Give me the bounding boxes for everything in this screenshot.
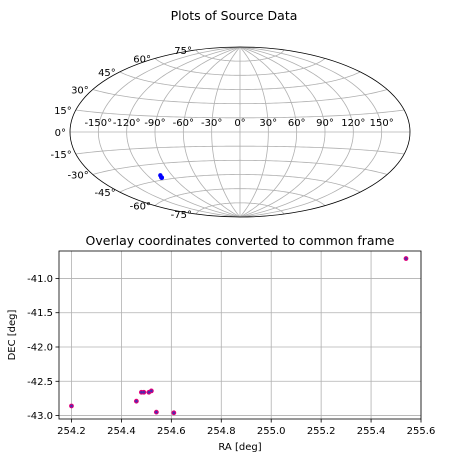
radec-axes-frame [58,250,422,420]
sky-lon-tick-label: -90° [144,118,165,129]
radec-plot-title: Overlay coordinates converted to common … [86,233,395,248]
aitoff-sky-plot: Plots of Source Data -150° -120° -90° -60° -… [50,8,411,221]
sky-parallel [119,174,361,193]
radec-x-axis-label: RA [deg] [218,442,261,453]
sky-lon-tick-label: 120° [341,118,365,129]
radec-x-tick-label: 255.2 [307,426,336,437]
sky-parallel [75,109,405,119]
radec-scatter-plot: Overlay coordinates converted to common … [7,233,435,453]
sky-lat-tick-label: 75° [174,46,192,57]
radec-point [70,404,73,408]
sky-lon-tick-label: 30° [259,118,277,129]
sky-lat-tick-label: -75° [171,210,192,221]
sky-longitude-tick-labels: -150° -120° -90° -60° -30° 0° 30° 60° 90° 120° 150… [84,118,393,129]
sky-lat-tick-label: 45° [98,68,116,79]
radec-x-tick-label: 255.4 [357,426,386,437]
radec-y-tick-label: -41.0 [27,274,53,285]
sky-point [158,173,163,178]
radec-y-tick-label: -43.0 [27,411,53,422]
sky-lat-tick-label: 0° [55,128,66,139]
sky-lon-tick-label: -60° [173,118,194,129]
radec-y-ticks: -41.0 -41.5 -42.0 -42.5 -43.0 [27,274,59,422]
radec-point [172,411,176,415]
radec-x-tick-label: 255.0 [257,426,286,437]
sky-lat-tick-label: -45° [94,188,115,199]
sky-latitude-tick-labels: -75° -60° -45° -30° -15° 0° 15° 30° 45° 60° 75° [50,46,192,221]
radec-point [147,390,151,394]
sky-lat-tick-label: 30° [71,86,89,97]
radec-x-tick-label: 255.6 [407,426,436,437]
sky-points [158,173,165,180]
sky-gridlines [70,46,410,218]
radec-point [140,390,143,394]
radec-points [69,256,409,416]
sky-parallel [195,202,285,215]
sky-plot-title: Plots of Source Data [171,8,298,23]
radec-gridlines [59,251,422,419]
sky-parallel [154,58,326,76]
sky-lon-tick-label: -150° [84,118,112,129]
sky-lat-tick-label: -60° [130,202,151,213]
radec-y-tick-label: -42.0 [27,343,53,354]
radec-point [404,257,408,260]
sky-parallel [154,188,326,206]
sky-parallel [92,159,388,175]
sky-outline [69,46,411,218]
radec-x-tick-label: 254.2 [57,426,86,437]
radec-point [155,410,158,414]
sky-lat-tick-label: 15° [54,106,72,117]
radec-y-tick-label: -42.5 [27,377,53,388]
sky-lon-tick-label: -120° [113,118,141,129]
radec-point [150,389,153,393]
radec-y-tick-label: -41.5 [27,308,53,319]
sky-lat-tick-label: 60° [133,54,151,65]
radec-x-tick-label: 254.8 [207,426,236,437]
sky-parallel [119,71,361,90]
radec-point [135,399,138,403]
radec-x-tick-label: 254.4 [107,426,136,437]
sky-lon-tick-label: -30° [201,118,222,129]
radec-x-ticks: 254.2 254.4 254.6 254.8 255.0 255.2 255.4 255.6 [57,419,435,437]
sky-lon-tick-label: 0° [234,118,245,129]
sky-lat-tick-label: -15° [50,150,71,161]
radec-point [142,390,146,394]
sky-parallel [195,49,285,62]
radec-y-axis-label: DEC [deg] [7,309,18,360]
sky-lon-tick-label: 60° [288,118,306,129]
sky-lat-tick-label: -30° [67,171,88,182]
radec-x-tick-label: 254.6 [157,426,186,437]
sky-parallel [75,145,405,155]
sky-parallel [92,89,388,105]
sky-lon-tick-label: 150° [370,118,394,129]
sky-lon-tick-label: 90° [316,118,334,129]
